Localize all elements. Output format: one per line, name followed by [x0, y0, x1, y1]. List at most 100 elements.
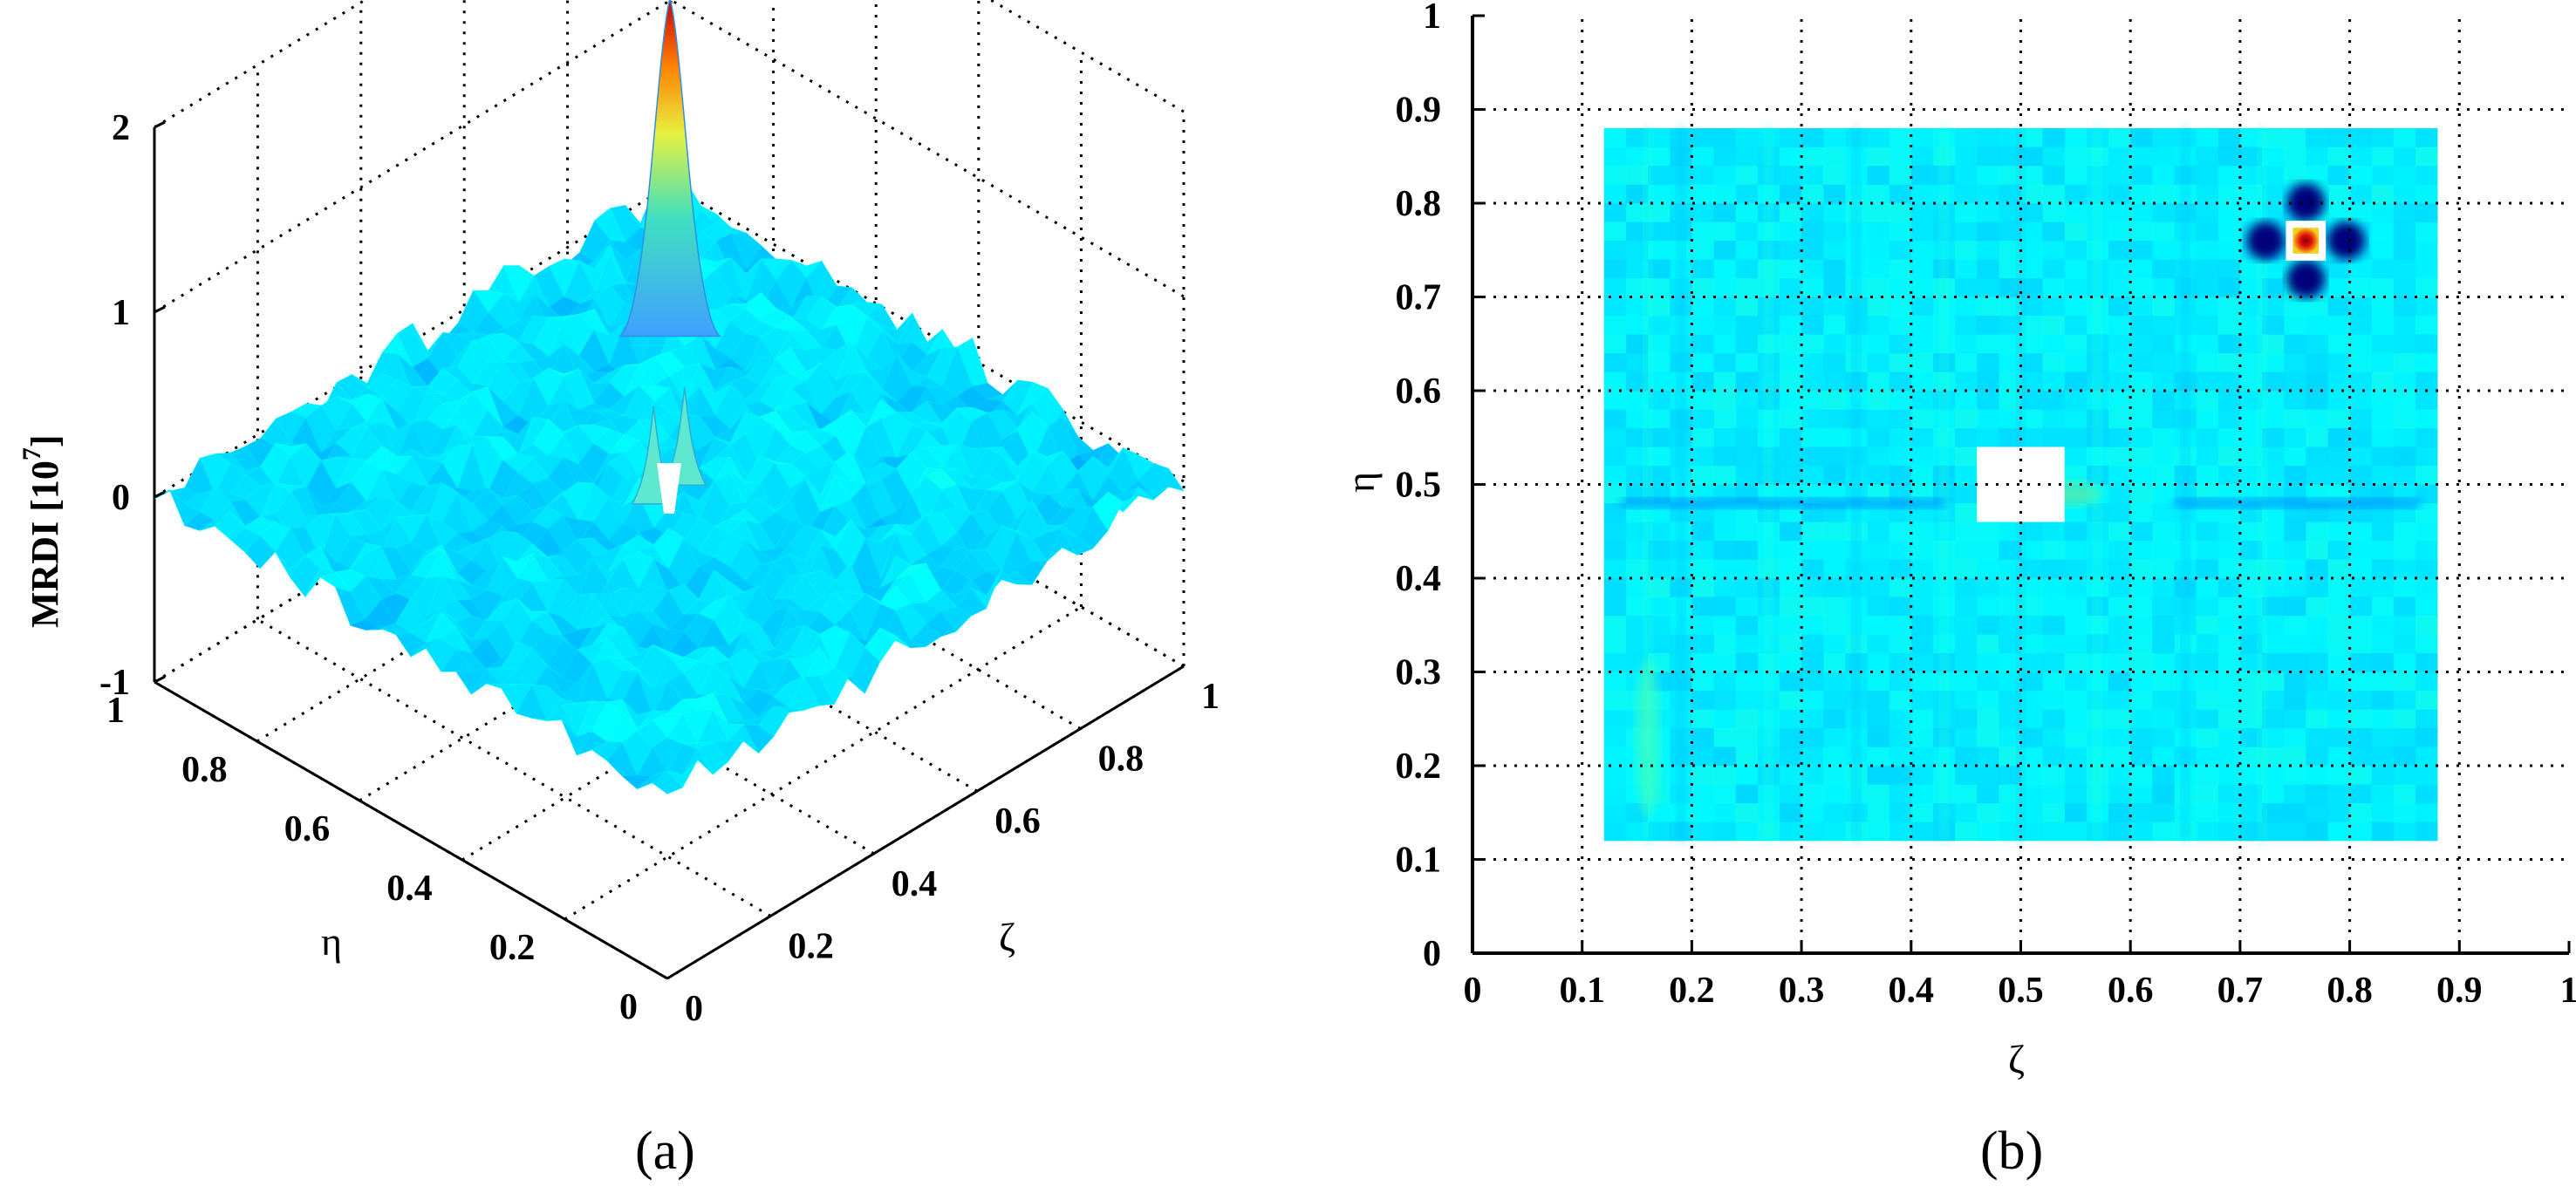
heatmap-cell [2415, 466, 2438, 486]
heatmap-cell [2042, 728, 2066, 748]
heatmap-cell [2371, 166, 2395, 186]
heatmap-cell [2020, 147, 2044, 167]
heatmap-cell [1889, 147, 1912, 167]
heatmap-cell [2327, 128, 2351, 148]
heatmap-cell [1780, 578, 1802, 598]
heatmap-cell [1867, 241, 1890, 261]
zeta-tick-label: 0.2 [788, 926, 834, 966]
heatmap-cell [2196, 166, 2219, 186]
wall-level-line [670, 0, 1185, 298]
heatmap-cell [2042, 128, 2066, 148]
heatmap-cell [2327, 559, 2351, 579]
heatmap-cell [1823, 766, 1846, 786]
heatmap-cell [2217, 184, 2241, 204]
heatmap-cell [1801, 671, 1824, 692]
heatmap-cell [2371, 803, 2395, 823]
heatmap-cell [1955, 578, 1978, 598]
heatmap-cell [1977, 428, 1999, 448]
heatmap-cell [2415, 728, 2438, 748]
heatmap-cell [1603, 128, 1627, 148]
heatmap-cell [2108, 147, 2131, 167]
heatmap-cell [1910, 278, 1934, 298]
heatmap-cell [1735, 653, 1759, 673]
heatmap-cell [2349, 334, 2373, 354]
heatmap-cell [1910, 428, 1934, 448]
heatmap-cell [2393, 316, 2416, 336]
heatmap-cell [2064, 728, 2087, 748]
heatmap-cell [1691, 803, 1715, 823]
heatmap-cell [1648, 203, 1671, 223]
heatmap-cell [2108, 541, 2131, 561]
heatmap-cell [2020, 559, 2044, 579]
heatmap-cell [1823, 278, 1846, 298]
heatmap-cell [2217, 578, 2241, 598]
heatmap-cell [2415, 766, 2438, 786]
heatmap-cell [1977, 634, 1999, 654]
heatmap-cell [1801, 559, 1824, 579]
heatmap-cell [2130, 578, 2153, 598]
heatmap-cell [2130, 372, 2153, 392]
heatmap-cell [2020, 428, 2044, 448]
heatmap-cell [1691, 522, 1715, 542]
heatmap-cell [1889, 241, 1912, 261]
heatmap-cell [2284, 578, 2306, 598]
heatmap-cell [2130, 766, 2153, 786]
heatmap-cell [2284, 709, 2306, 729]
heatmap-cell [1999, 821, 2022, 842]
heatmap-cell [2262, 803, 2285, 823]
heatmap-cell [2371, 184, 2395, 204]
heatmap-cell [2327, 691, 2351, 711]
heatmap-cell [1735, 203, 1759, 223]
heatmap-cell [1977, 522, 1999, 542]
heatmap-cell [2152, 466, 2175, 486]
heatmap-cell [2108, 653, 2131, 673]
heatmap-cell [1801, 391, 1824, 411]
heatmap-cell [1889, 709, 1912, 729]
heatmap-cell [2349, 447, 2373, 467]
heatmap-cell [2130, 728, 2153, 748]
heatmap-cell [2327, 766, 2351, 786]
heatmap-cell [1910, 784, 1934, 804]
heatmap-cell [1999, 372, 2022, 392]
heatmap-cell [1823, 578, 1846, 598]
heatmap-cell [1713, 821, 1737, 842]
heatmap-cell [1867, 709, 1890, 729]
heatmap-cell [2262, 391, 2285, 411]
eta-tick-label: 0 [619, 987, 638, 1027]
heatmap-cell [1691, 409, 1715, 429]
heatmap-cell [1780, 278, 1802, 298]
heatmap-cell [1691, 746, 1715, 767]
heatmap-cell [1735, 372, 1759, 392]
heatmap-cell [1648, 428, 1671, 448]
heatmap-cell [1867, 222, 1890, 242]
heatmap-cell [2415, 503, 2438, 523]
heatmap-cell [2108, 447, 2131, 467]
heatmap-cell [1780, 466, 1802, 486]
heatmap-cell [1823, 559, 1846, 579]
heatmap-cell [2262, 821, 2285, 842]
panel-a-caption: (a) [635, 1121, 695, 1181]
heatmap-cell [1780, 409, 1802, 429]
heatmap-cell [2415, 372, 2438, 392]
heatmap-cell [1955, 653, 1978, 673]
heatmap-cell [1955, 184, 1978, 204]
heatmap-cell [2306, 616, 2328, 636]
heatmap-cell [2239, 671, 2263, 692]
heatmap-cell [1626, 559, 1649, 579]
heatmap-cell [1999, 391, 2022, 411]
heatmap-cell [2196, 746, 2219, 767]
zeta-tick-label: 0 [685, 989, 703, 1029]
heatmap-cell [2130, 316, 2153, 336]
heatmap-cell [2152, 409, 2175, 429]
heatmap-cell [2349, 166, 2373, 186]
heatmap-cell [2415, 259, 2438, 279]
heatmap-cell [2349, 278, 2373, 298]
heatmap-cell [1713, 746, 1737, 767]
heatmap-cell [2371, 222, 2395, 242]
heatmap-cell [1713, 541, 1737, 561]
heatmap-cell [2393, 353, 2416, 373]
heatmap-cell [1867, 184, 1890, 204]
heatmap-cell [1955, 203, 1978, 223]
heatmap-cell [2327, 578, 2351, 598]
heatmap-cell [2306, 653, 2328, 673]
